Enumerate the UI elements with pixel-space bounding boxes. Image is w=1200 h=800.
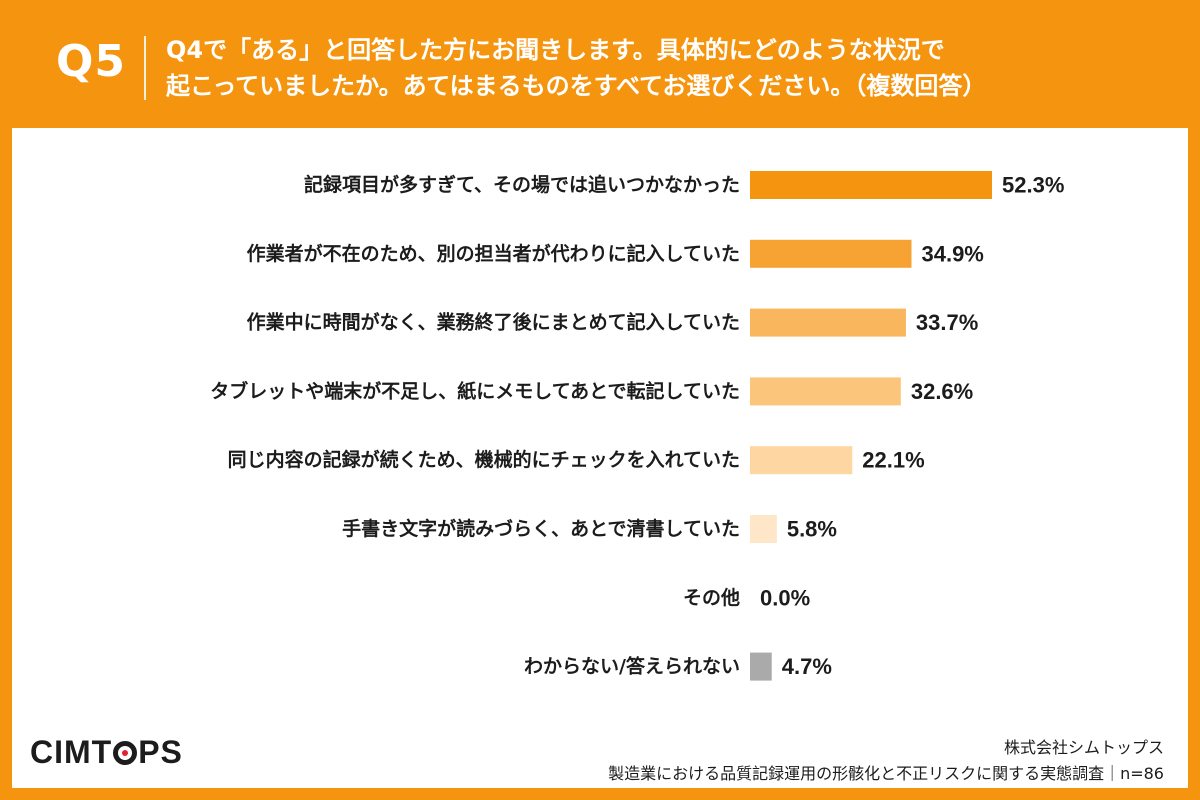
footer-survey: 製造業における品質記録運用の形骸化と不正リスクに関する実態調査｜n=86 xyxy=(608,764,1164,783)
category-label: その他 xyxy=(683,586,740,609)
question-line-1: Q4で「ある」と回答した方にお聞きします。具体的にどのような状況で xyxy=(166,36,945,64)
category-label: 作業者が不在のため、別の担当者が代わりに記入していた xyxy=(247,242,740,265)
bar xyxy=(750,515,777,543)
value-label: 33.7% xyxy=(916,310,978,335)
chart-panel xyxy=(12,128,1188,788)
footer-company: 株式会社シムトップス xyxy=(1003,738,1164,757)
value-label: 32.6% xyxy=(911,379,973,404)
category-label: 作業中に時間がなく、業務終了後にまとめて記入していた xyxy=(247,311,740,334)
logo-text-start: CIMT xyxy=(30,734,113,770)
category-label: 記録項目が多すぎて、その場では追いつかなかった xyxy=(304,173,740,196)
bar xyxy=(750,308,906,337)
footer: 株式会社シムトップス 製造業における品質記録運用の形骸化と不正リスクに関する実態… xyxy=(608,735,1164,787)
company-logo: CIMT PS xyxy=(30,734,183,771)
bar xyxy=(750,377,901,406)
bar xyxy=(750,446,853,475)
bar xyxy=(750,239,912,268)
question-number: Q5 xyxy=(56,36,127,87)
category-label: わからない/答えられない xyxy=(524,655,740,678)
value-label: 5.8% xyxy=(787,517,837,542)
question-line-2: 起こっていましたか。あてはまるものをすべてお選びください。（複数回答） xyxy=(166,72,987,100)
value-label: 22.1% xyxy=(862,448,924,473)
question-text: Q4で「ある」と回答した方にお聞きします。具体的にどのような状況で 起こっていま… xyxy=(166,32,1166,104)
value-label: 0.0% xyxy=(760,585,810,610)
value-label: 4.7% xyxy=(782,654,832,679)
value-label: 52.3% xyxy=(1002,173,1064,198)
category-label: 同じ内容の記録が続くため、機械的にチェックを入れていた xyxy=(228,448,740,471)
header: Q5 Q4で「ある」と回答した方にお聞きします。具体的にどのような状況で 起こっ… xyxy=(0,0,1200,128)
bar xyxy=(750,171,992,199)
header-divider xyxy=(144,36,146,100)
category-label: タブレットや端末が不足し、紙にメモしてあとで転記していた xyxy=(210,379,740,402)
category-label: 手書き文字が読みづらく、あとで清書していた xyxy=(342,517,740,540)
logo-text-end: PS xyxy=(138,734,183,770)
bar xyxy=(750,652,772,681)
value-label: 34.9% xyxy=(921,241,983,266)
logo-o-icon xyxy=(113,740,138,765)
